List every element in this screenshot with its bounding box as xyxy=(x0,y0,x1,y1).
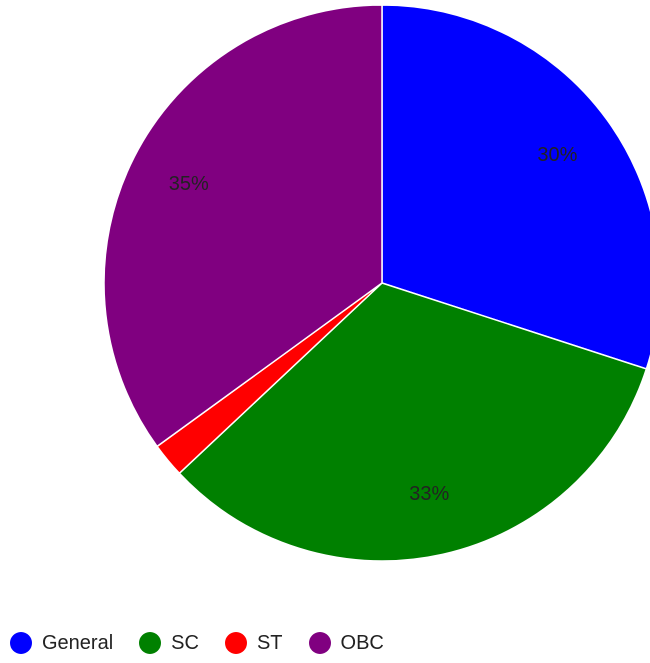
legend-label-obc: OBC xyxy=(340,631,384,654)
legend-item-general[interactable]: General xyxy=(10,632,113,655)
slice-label-obc: 35% xyxy=(169,173,209,195)
slice-label-general: 30% xyxy=(537,144,577,166)
legend-swatch-obc xyxy=(308,632,331,654)
legend-label-general: General xyxy=(42,631,114,654)
legend-item-st[interactable]: ST xyxy=(224,631,283,655)
pie-slice-general[interactable] xyxy=(381,4,650,370)
legend-item-obc[interactable]: OBC xyxy=(308,631,384,655)
legend-item-sc[interactable]: SC xyxy=(139,632,199,655)
legend-label-sc: SC xyxy=(171,631,199,654)
slice-label-sc: 33% xyxy=(409,483,449,505)
pie-slice-obc[interactable] xyxy=(103,4,383,448)
legend-swatch-sc xyxy=(139,632,162,654)
legend-swatch-st xyxy=(224,632,247,654)
chart-legend: General SC ST OBC xyxy=(10,628,410,658)
legend-swatch-general xyxy=(10,632,32,654)
pie-slice-sc[interactable] xyxy=(178,282,648,562)
legend-label-st: ST xyxy=(256,631,283,654)
pie-chart-svg: 30% 33% 35% xyxy=(103,4,650,562)
